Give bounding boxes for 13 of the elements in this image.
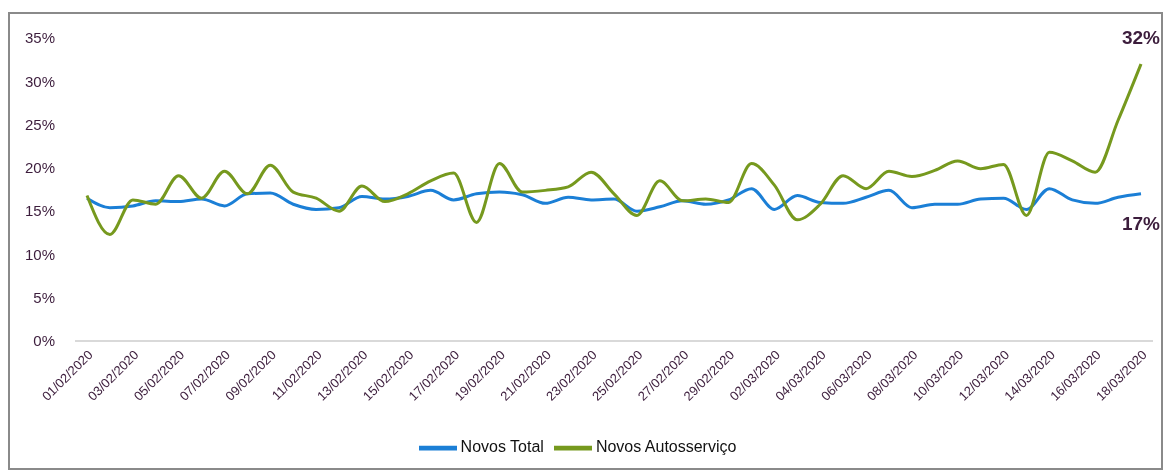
legend-label: Novos Autosserviço xyxy=(595,438,737,456)
y-tick-label: 10% xyxy=(24,245,55,263)
data-label: 17% xyxy=(1121,212,1161,234)
y-tick-label: 25% xyxy=(24,115,55,133)
line-series xyxy=(85,187,1143,213)
y-tick-label: 15% xyxy=(24,202,55,220)
y-tick-label: 20% xyxy=(24,159,55,177)
y-tick-label: 30% xyxy=(24,72,55,90)
legend-label: Novos Total xyxy=(460,438,544,456)
y-tick-label: 0% xyxy=(33,332,55,350)
y-tick-label: 5% xyxy=(33,289,55,307)
data-label: 32% xyxy=(1121,26,1161,48)
y-tick-label: 35% xyxy=(24,29,55,47)
